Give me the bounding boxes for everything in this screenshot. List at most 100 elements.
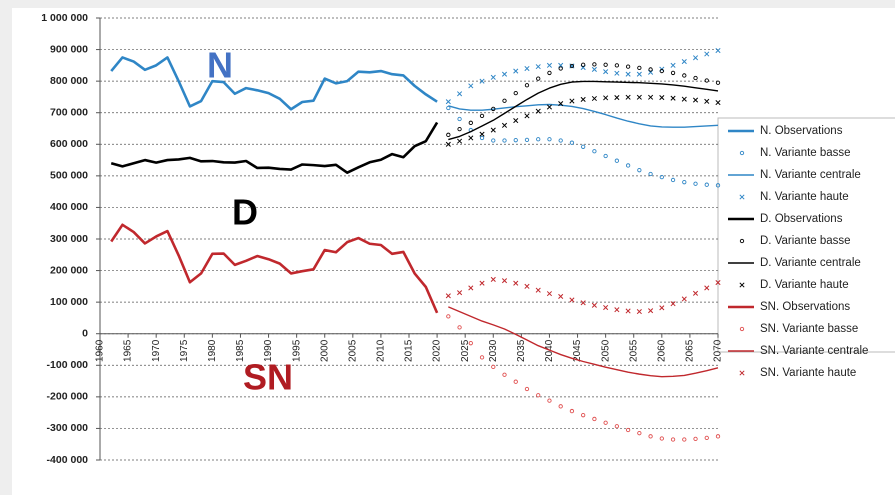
x-tick-label: 2020 bbox=[432, 339, 443, 362]
marker bbox=[693, 75, 698, 81]
marker bbox=[501, 71, 508, 77]
marker bbox=[648, 308, 654, 314]
y-tick-label: 400 000 bbox=[50, 201, 88, 213]
marker bbox=[614, 158, 620, 163]
legend-swatch bbox=[739, 326, 745, 332]
marker bbox=[614, 307, 620, 313]
marker bbox=[625, 94, 631, 100]
marker bbox=[513, 138, 518, 143]
marker bbox=[546, 104, 553, 110]
series-line bbox=[448, 80, 719, 141]
marker bbox=[581, 413, 586, 418]
marker bbox=[603, 304, 609, 311]
marker bbox=[490, 276, 496, 282]
marker bbox=[580, 96, 586, 103]
marker bbox=[592, 149, 597, 154]
marker bbox=[468, 120, 473, 125]
marker bbox=[637, 65, 642, 71]
marker bbox=[682, 73, 687, 78]
marker bbox=[569, 297, 575, 303]
marker bbox=[502, 372, 507, 377]
marker bbox=[524, 137, 530, 143]
marker bbox=[490, 127, 496, 133]
marker bbox=[648, 67, 653, 72]
marker bbox=[457, 138, 463, 144]
marker bbox=[715, 434, 721, 439]
x-tick-label: 1975 bbox=[179, 339, 190, 362]
x-tick-label: 2065 bbox=[685, 339, 696, 362]
marker bbox=[445, 141, 451, 147]
marker bbox=[581, 144, 586, 149]
marker bbox=[614, 70, 620, 76]
y-tick-label: 300 000 bbox=[50, 233, 88, 245]
x-tick-label: 1980 bbox=[207, 339, 218, 362]
x-tick-label: 2015 bbox=[404, 339, 415, 362]
series-line bbox=[110, 121, 439, 174]
y-tick-label: 100 000 bbox=[50, 296, 88, 308]
marker bbox=[625, 163, 631, 168]
marker bbox=[704, 435, 709, 441]
marker bbox=[692, 290, 699, 296]
marker bbox=[692, 55, 699, 61]
marker bbox=[715, 47, 721, 54]
y-tick-label: 600 000 bbox=[50, 138, 88, 150]
legend-swatch bbox=[739, 238, 745, 244]
marker bbox=[502, 138, 507, 143]
marker bbox=[457, 116, 462, 122]
marker bbox=[670, 70, 676, 76]
marker bbox=[591, 66, 597, 73]
marker bbox=[479, 280, 485, 286]
marker bbox=[704, 98, 710, 104]
marker bbox=[479, 78, 485, 84]
marker bbox=[535, 108, 541, 114]
marker bbox=[547, 70, 552, 76]
marker bbox=[445, 99, 451, 105]
marker bbox=[513, 68, 519, 74]
marker bbox=[558, 138, 563, 143]
marker bbox=[468, 83, 474, 89]
marker bbox=[535, 64, 541, 70]
legend-label: SN. Observations bbox=[760, 301, 850, 313]
marker bbox=[491, 364, 496, 370]
x-tick-label: 1985 bbox=[235, 339, 246, 362]
x-tick-label: 2010 bbox=[376, 339, 387, 362]
legend-label: SN. Variante basse bbox=[760, 323, 858, 335]
annotation: SN bbox=[243, 357, 293, 398]
marker bbox=[648, 94, 654, 100]
annotation: N bbox=[207, 45, 233, 86]
y-tick-label: 0 bbox=[82, 327, 88, 339]
marker bbox=[569, 98, 575, 104]
x-tick-label: 2060 bbox=[656, 339, 667, 362]
marker bbox=[603, 69, 609, 75]
marker bbox=[625, 64, 631, 69]
y-tick-label: -100 000 bbox=[47, 359, 89, 371]
x-tick-label: 2000 bbox=[319, 339, 330, 362]
legend-swatch bbox=[739, 194, 745, 200]
marker bbox=[614, 95, 620, 101]
marker bbox=[479, 355, 485, 360]
legend-label: SN. Variante haute bbox=[760, 367, 856, 379]
marker bbox=[547, 137, 552, 142]
x-tick-label: 2030 bbox=[488, 339, 499, 362]
marker bbox=[468, 135, 474, 141]
y-tick-label: 1 000 000 bbox=[41, 12, 88, 24]
marker bbox=[491, 106, 496, 112]
marker bbox=[536, 76, 541, 81]
marker bbox=[479, 135, 485, 141]
marker bbox=[715, 80, 721, 85]
marker bbox=[603, 62, 608, 67]
marker bbox=[501, 122, 508, 128]
marker bbox=[546, 62, 553, 68]
marker bbox=[682, 437, 687, 442]
y-tick-label: 800 000 bbox=[50, 75, 88, 87]
legend-label: N. Variante haute bbox=[760, 191, 849, 203]
marker bbox=[468, 285, 474, 291]
marker bbox=[535, 287, 541, 293]
marker bbox=[659, 174, 664, 180]
marker bbox=[502, 98, 507, 103]
x-tick-label: 2070 bbox=[713, 339, 724, 362]
marker bbox=[636, 309, 642, 315]
marker bbox=[524, 65, 530, 72]
x-tick-label: 2035 bbox=[516, 339, 527, 362]
